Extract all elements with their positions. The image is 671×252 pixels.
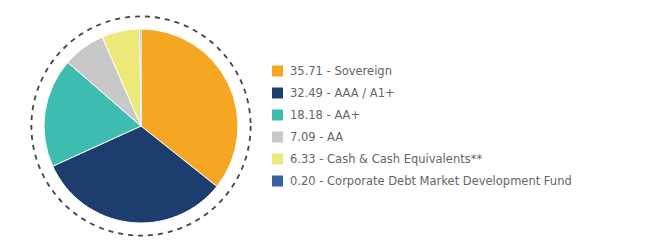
legend-item: 7.09 - AA (272, 130, 343, 144)
legend-swatch (272, 110, 283, 121)
legend-label: 0.20 - Corporate Debt Market Development… (290, 174, 572, 188)
pie-slice (102, 29, 141, 126)
legend-item: 6.33 - Cash & Cash Equivalents** (272, 152, 482, 166)
pie-slice (140, 29, 141, 126)
legend-label: 35.71 - Sovereign (290, 64, 392, 78)
legend-swatch (272, 88, 283, 99)
pie-border (31, 16, 250, 235)
legend-swatch (272, 66, 283, 77)
legend-swatch (272, 154, 283, 165)
legend-label: 7.09 - AA (290, 130, 343, 144)
legend-swatch (272, 132, 283, 143)
legend-label: 32.49 - AAA / A1+ (290, 86, 395, 100)
legend-label: 18.18 - AA+ (290, 108, 360, 122)
legend-item: 32.49 - AAA / A1+ (272, 86, 395, 100)
legend-item: 18.18 - AA+ (272, 108, 360, 122)
legend: 35.71 - Sovereign 32.49 - AAA / A1+ 18.18 … (272, 64, 572, 188)
legend-label: 6.33 - Cash & Cash Equivalents** (290, 152, 482, 166)
legend-item: 35.71 - Sovereign (272, 64, 392, 78)
pie (31, 16, 250, 235)
legend-swatch (272, 176, 283, 187)
chart: 35.71 - Sovereign 32.49 - AAA / A1+ 18.18 … (0, 0, 671, 252)
legend-item: 0.20 - Corporate Debt Market Development… (272, 174, 572, 188)
